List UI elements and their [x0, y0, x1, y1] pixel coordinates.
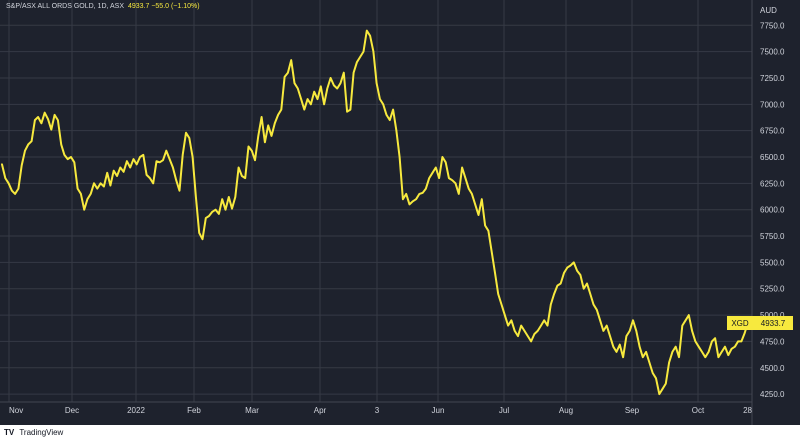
y-tick-label: 7750.0 [760, 21, 785, 30]
x-tick-label: Jun [432, 406, 445, 415]
y-axis-unit-label: AUD [760, 6, 777, 15]
x-tick-label: Jul [499, 406, 509, 415]
x-tick-label: Nov [9, 406, 23, 415]
ticker-tag-bg [727, 316, 753, 330]
x-tick-label: Mar [245, 406, 259, 415]
x-tick-label: Feb [187, 406, 201, 415]
y-tick-label: 7000.0 [760, 100, 785, 109]
y-tick-label: 7500.0 [760, 48, 785, 57]
symbol-description: S&P/ASX ALL ORDS GOLD, 1D, ASX [6, 3, 125, 10]
y-tick-label: 4500.0 [760, 364, 785, 373]
y-tick-label: 6250.0 [760, 179, 785, 188]
price-chart[interactable]: AUD 4250.0 4500.0 4750.0 5000.0 5250.0 5500.0… [0, 0, 800, 425]
price-tag-value: 4933.7 [761, 319, 786, 328]
tradingview-brand: TradingView [19, 428, 64, 437]
y-tick-label: 5500.0 [760, 258, 785, 267]
x-tick-label: 28 [743, 406, 752, 415]
symbol-last-change: 4933.7 −55.0 (−1.10%) [127, 3, 200, 10]
y-tick-label: 6000.0 [760, 206, 785, 215]
ticker-tag-label: XGD [731, 319, 749, 328]
x-tick-label: Dec [65, 406, 79, 415]
y-tick-label: 4750.0 [760, 337, 785, 346]
last-price-tag: XGD 4933.7 [727, 316, 793, 330]
y-tick-label: 5000.0 [760, 311, 785, 320]
y-tick-label: 5250.0 [760, 285, 785, 294]
y-tick-label: 6750.0 [760, 127, 785, 136]
tradingview-logo-icon: TV [4, 428, 15, 437]
tradingview-footer[interactable]: TV TradingView [0, 425, 800, 441]
series-line-xgd [1, 29, 749, 396]
chart-legend-header: S&P/ASX ALL ORDS GOLD, 1D, ASX 4933.7 −5… [6, 3, 200, 10]
x-tick-label: Oct [692, 406, 705, 415]
y-tick-labels: 4250.0 4500.0 4750.0 5000.0 5250.0 5500.0 5750… [760, 21, 785, 399]
y-tick-label: 5750.0 [760, 232, 785, 241]
x-tick-label: Apr [314, 406, 327, 415]
chart-background [0, 0, 800, 425]
x-tick-label: Sep [625, 406, 640, 415]
y-tick-label: 7250.0 [760, 74, 785, 83]
x-tick-label: 3 [375, 406, 380, 415]
y-tick-label: 6500.0 [760, 153, 785, 162]
y-tick-label: 4250.0 [760, 390, 785, 399]
x-tick-label: 2022 [127, 406, 145, 415]
price-tag-bg [753, 316, 793, 330]
x-tick-label: Aug [559, 406, 573, 415]
x-tick-labels: Nov Dec 2022 Feb Mar Apr 3 Jun Jul Aug Sep Oct 28 [9, 406, 753, 415]
